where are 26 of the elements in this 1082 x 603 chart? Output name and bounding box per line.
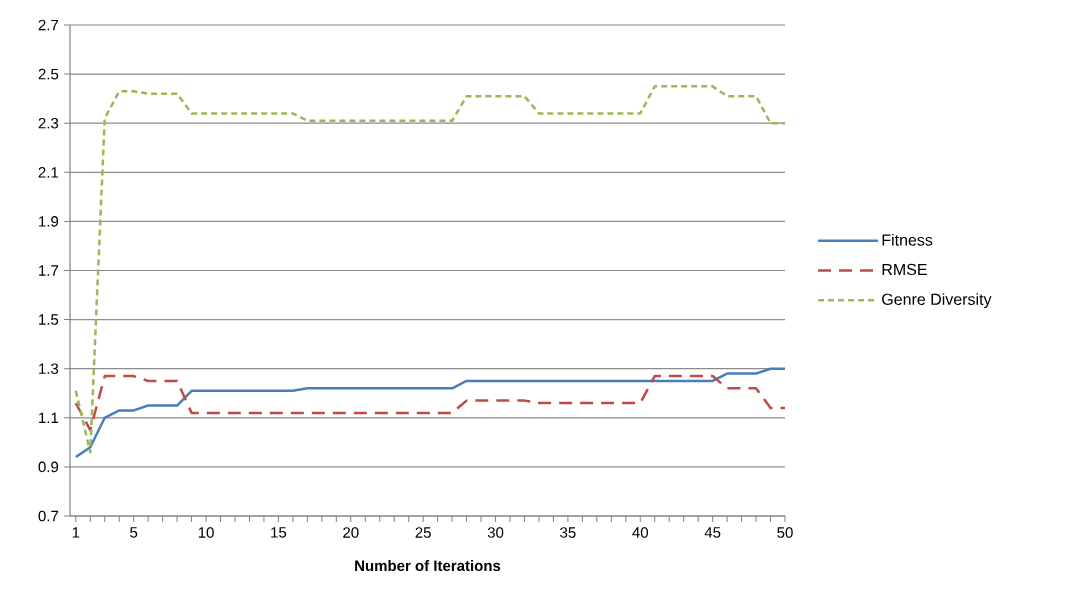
- x-tick-label: 15: [271, 527, 287, 538]
- x-tick-label: 50: [777, 527, 793, 538]
- x-tick-label: 10: [198, 527, 214, 538]
- x-tick-label: 35: [560, 527, 576, 538]
- y-tick-label: 1.3: [39, 363, 59, 375]
- x-tick-label: 45: [704, 527, 721, 538]
- legend-label: Genre Diversity: [882, 293, 992, 309]
- y-tick-label: 1.9: [39, 216, 59, 227]
- x-tick-label: 40: [632, 527, 649, 538]
- y-tick-label: 2.3: [38, 117, 59, 129]
- legend-label: RMSE: [882, 263, 927, 276]
- x-tick-label: 20: [343, 527, 359, 538]
- x-axis-title: Number of Iterations: [355, 560, 501, 572]
- x-tick-label: 1: [72, 527, 80, 538]
- x-tick-label: 30: [487, 527, 504, 538]
- y-tick-label: 1.1: [39, 412, 59, 423]
- y-tick-label: 2.7: [38, 19, 59, 31]
- x-tick-label: 25: [415, 527, 431, 538]
- y-tick-label: 0.7: [38, 510, 59, 522]
- y-tick-label: 1.5: [39, 314, 59, 325]
- legend-label: Fitness: [882, 233, 933, 246]
- y-tick-label: 0.9: [38, 461, 59, 473]
- y-tick-label: 2.5: [38, 68, 59, 80]
- x-tick-label: 5: [130, 527, 138, 538]
- y-tick-label: 1.7: [39, 265, 59, 276]
- y-tick-label: 2.1: [38, 167, 59, 178]
